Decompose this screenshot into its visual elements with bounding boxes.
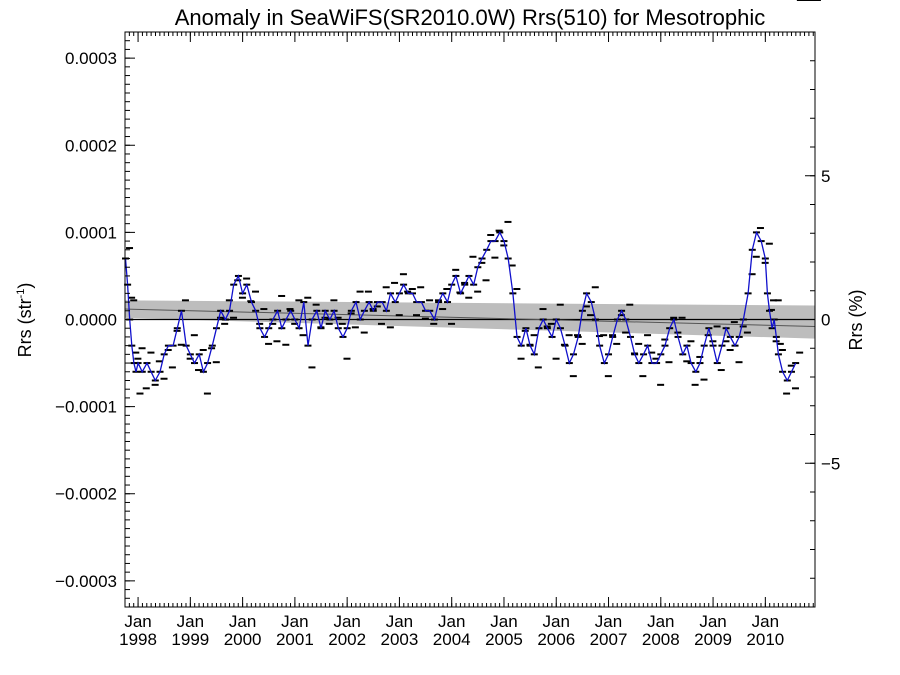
x-tick-label-year: 2008	[642, 630, 680, 649]
x-tick-label-year: 2000	[224, 630, 262, 649]
x-tick-label-year: 2007	[590, 630, 628, 649]
x-tick-label-year: 2004	[433, 630, 471, 649]
plot-area	[122, 0, 821, 395]
y-tick-label: 0.0003	[65, 49, 117, 68]
x-tick-label-month: Jan	[752, 612, 779, 631]
x-tick-label-year: 2002	[328, 630, 366, 649]
y-axis-left-label: Rrs (str-1)	[15, 283, 35, 358]
y-axis-right-label: Rrs (%)	[846, 290, 866, 351]
y-tick-label: 0.0001	[65, 223, 117, 242]
x-tick-label-year: 2010	[746, 630, 784, 649]
x-tick-label-month: Jan	[124, 612, 151, 631]
y-tick-label: −0.0002	[55, 485, 117, 504]
x-tick-label-month: Jan	[490, 612, 517, 631]
chart-title: Anomaly in SeaWiFS(SR2010.0W) Rrs(510) f…	[175, 5, 766, 30]
y-tick-label: 0.0002	[65, 136, 117, 155]
y-tick-label: −0.0003	[55, 572, 117, 591]
y-tick-label: −0.0001	[55, 398, 117, 417]
series-line	[124, 230, 797, 382]
x-tick-label-month: Jan	[229, 612, 256, 631]
trend-line	[124, 308, 816, 327]
series-layer	[124, 230, 797, 382]
x-tick-label-year: 2003	[381, 630, 419, 649]
x-tick-label-month: Jan	[647, 612, 674, 631]
x-tick-label-month: Jan	[177, 612, 204, 631]
x-tick-label-month: Jan	[386, 612, 413, 631]
y-axis-left-label-main: Rrs (str	[15, 298, 35, 357]
x-tick-label-month: Jan	[438, 612, 465, 631]
y-axis-left-label-close: )	[15, 283, 35, 289]
y-axis-left: −0.0003 −0.0002 −0.0001 0.0000 0.0001 0.0002 0…	[55, 40, 135, 599]
y-axis-left-label-sup: -1	[15, 289, 27, 299]
x-tick-label-month: Jan	[699, 612, 726, 631]
y-axis-right: −5 0 5	[805, 31, 840, 608]
y-tick-label: 0.0000	[65, 311, 117, 330]
x-tick-label-month: Jan	[595, 612, 622, 631]
x-tick-label-year: 2006	[537, 630, 575, 649]
x-tick-label-month: Jan	[543, 612, 570, 631]
x-tick-label-year: 2009	[694, 630, 732, 649]
y2-tick-label: −5	[821, 454, 840, 473]
x-tick-label-month: Jan	[333, 612, 360, 631]
x-axis: Jan1998Jan1999Jan2000Jan2001Jan2002Jan20…	[119, 32, 814, 649]
x-tick-label-year: 2005	[485, 630, 523, 649]
y2-tick-label: 5	[821, 167, 830, 186]
x-tick-label-year: 1999	[171, 630, 209, 649]
x-tick-label-month: Jan	[281, 612, 308, 631]
trend-line-layer	[124, 308, 816, 327]
x-tick-label-year: 2001	[276, 630, 314, 649]
y2-tick-label: 0	[821, 311, 830, 330]
x-tick-label-year: 1998	[119, 630, 157, 649]
